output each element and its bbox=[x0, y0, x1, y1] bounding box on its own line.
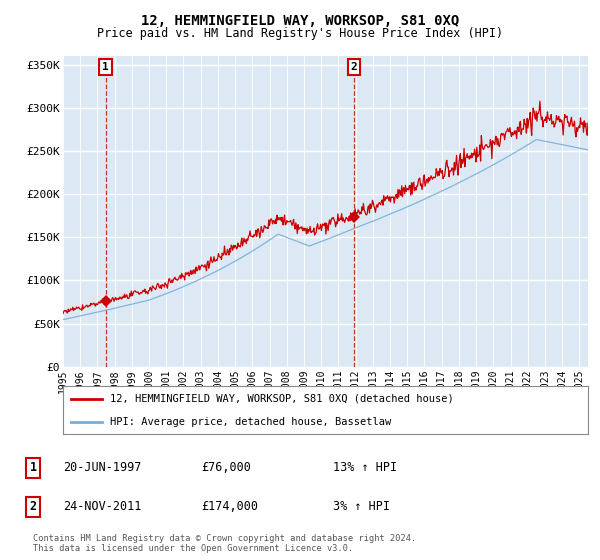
Text: 2: 2 bbox=[350, 62, 357, 72]
Text: 24-NOV-2011: 24-NOV-2011 bbox=[63, 500, 142, 514]
Text: 1: 1 bbox=[102, 62, 109, 72]
Text: £174,000: £174,000 bbox=[201, 500, 258, 514]
Text: 20-JUN-1997: 20-JUN-1997 bbox=[63, 461, 142, 474]
Text: 12, HEMMINGFIELD WAY, WORKSOP, S81 0XQ (detached house): 12, HEMMINGFIELD WAY, WORKSOP, S81 0XQ (… bbox=[110, 394, 454, 404]
Text: 13% ↑ HPI: 13% ↑ HPI bbox=[333, 461, 397, 474]
Text: 3% ↑ HPI: 3% ↑ HPI bbox=[333, 500, 390, 514]
Text: 12, HEMMINGFIELD WAY, WORKSOP, S81 0XQ: 12, HEMMINGFIELD WAY, WORKSOP, S81 0XQ bbox=[141, 14, 459, 28]
Text: 1: 1 bbox=[29, 461, 37, 474]
Text: HPI: Average price, detached house, Bassetlaw: HPI: Average price, detached house, Bass… bbox=[110, 417, 392, 427]
Text: 2: 2 bbox=[29, 500, 37, 514]
Text: £76,000: £76,000 bbox=[201, 461, 251, 474]
Text: Price paid vs. HM Land Registry's House Price Index (HPI): Price paid vs. HM Land Registry's House … bbox=[97, 27, 503, 40]
Text: Contains HM Land Registry data © Crown copyright and database right 2024.
This d: Contains HM Land Registry data © Crown c… bbox=[33, 534, 416, 553]
